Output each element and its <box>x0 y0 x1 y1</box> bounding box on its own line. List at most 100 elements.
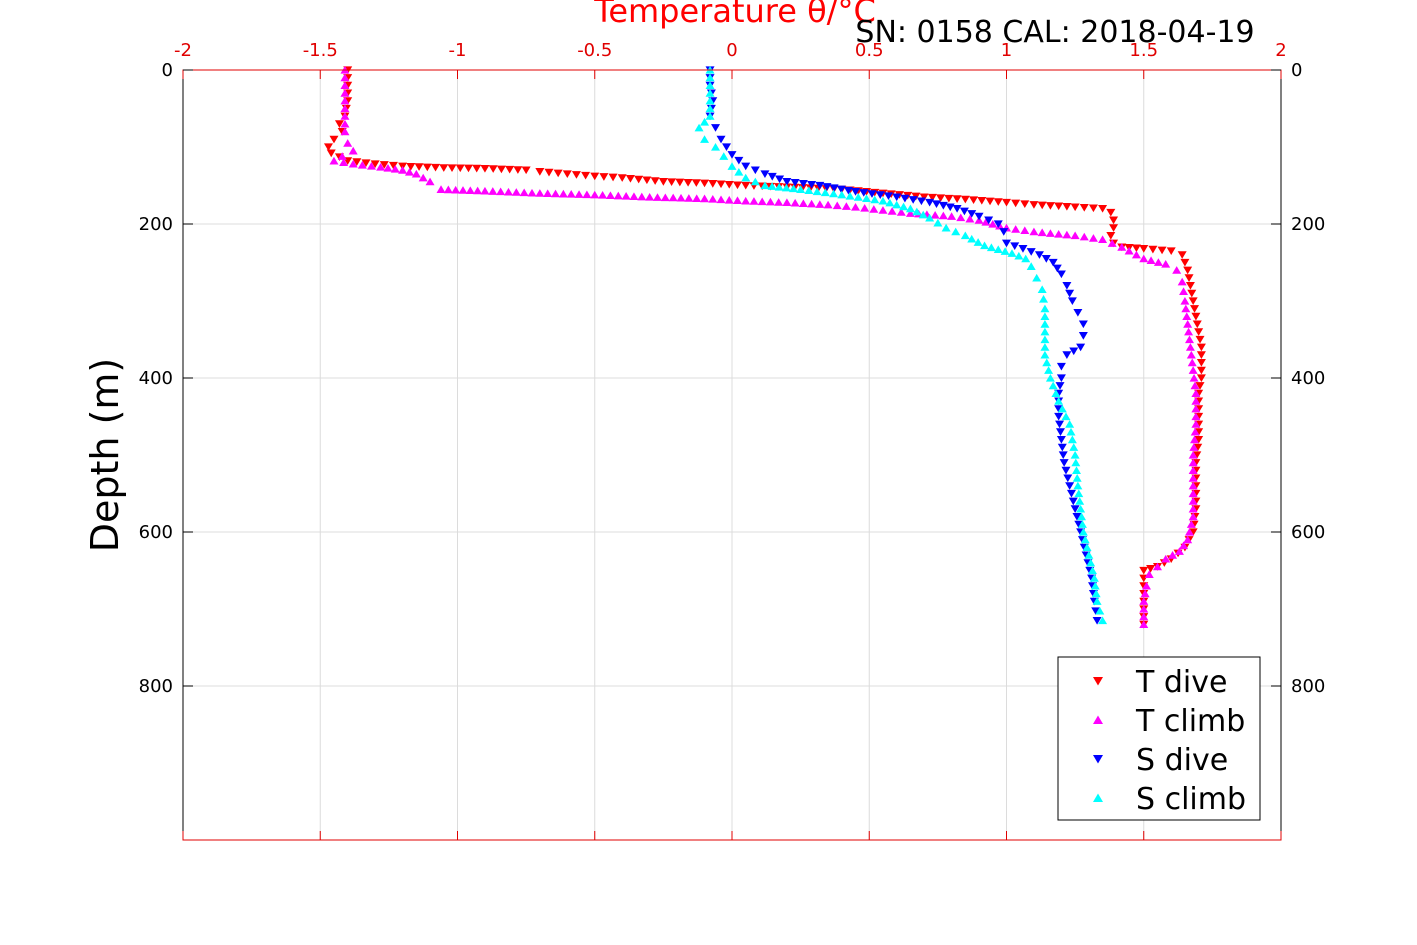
plot-series <box>323 65 1206 629</box>
data-point <box>443 185 453 194</box>
data-point <box>629 192 639 200</box>
data-point <box>869 205 879 213</box>
data-point <box>1059 459 1069 467</box>
data-point <box>581 171 591 180</box>
x-tick-label: 1 <box>1001 40 1012 61</box>
data-point <box>1014 251 1024 260</box>
data-point <box>1188 466 1198 474</box>
data-point <box>1048 258 1058 267</box>
data-point <box>912 207 922 216</box>
legend-label: S climb <box>1136 782 1246 817</box>
data-point <box>660 193 670 202</box>
data-point <box>716 180 726 189</box>
data-point <box>1146 564 1156 573</box>
data-point <box>981 218 991 226</box>
data-point <box>836 185 846 194</box>
data-point <box>1029 201 1039 209</box>
data-point <box>1067 435 1077 444</box>
data-point <box>496 187 506 196</box>
data-point <box>658 178 668 186</box>
data-point <box>1195 382 1205 390</box>
data-point <box>329 135 339 144</box>
data-point <box>885 198 895 207</box>
x-tick-label: 1.5 <box>1129 40 1158 61</box>
data-point <box>1188 512 1198 521</box>
data-point <box>823 200 833 209</box>
data-point <box>1048 381 1058 390</box>
data-point <box>1084 551 1094 559</box>
data-point <box>388 161 398 170</box>
data-point <box>1161 259 1171 268</box>
data-point <box>1070 450 1080 459</box>
data-point <box>952 205 962 213</box>
data-point <box>938 201 948 210</box>
data-point <box>366 161 376 170</box>
data-point <box>960 195 970 204</box>
y-tick-label-right: 600 <box>1291 522 1325 543</box>
data-point <box>1052 264 1062 273</box>
data-point <box>919 193 929 202</box>
legend-marker <box>1093 755 1103 764</box>
data-point <box>947 212 957 220</box>
data-point <box>734 167 744 176</box>
data-point <box>807 180 817 189</box>
data-point <box>812 187 822 196</box>
data-point <box>676 193 686 202</box>
data-point <box>859 189 869 197</box>
data-point <box>1095 606 1105 615</box>
data-point <box>1098 205 1108 213</box>
data-point <box>553 169 563 178</box>
data-point <box>390 165 400 173</box>
data-point <box>1057 443 1067 452</box>
data-point <box>767 172 777 181</box>
data-point <box>340 89 350 97</box>
data-point <box>1040 350 1050 359</box>
data-point <box>1183 266 1193 275</box>
data-point <box>379 161 389 169</box>
data-point <box>1106 231 1116 240</box>
data-point <box>1177 277 1187 286</box>
data-point <box>741 196 751 205</box>
data-point <box>458 186 468 194</box>
data-point <box>851 203 861 211</box>
data-point <box>1040 335 1050 344</box>
data-point <box>544 168 554 177</box>
data-point <box>790 198 800 207</box>
data-point <box>945 203 955 212</box>
data-point <box>1191 404 1201 413</box>
data-point <box>1077 512 1087 521</box>
data-point <box>1075 497 1085 505</box>
data-point <box>455 164 465 173</box>
data-point <box>694 123 704 132</box>
data-point <box>425 177 435 186</box>
data-point <box>340 73 350 82</box>
data-point <box>1141 581 1151 590</box>
data-point <box>1182 312 1192 320</box>
data-point <box>1070 505 1080 513</box>
data-point <box>1196 351 1206 359</box>
data-point <box>705 96 715 105</box>
data-point <box>986 243 996 252</box>
data-point <box>944 194 954 203</box>
data-point <box>829 184 839 193</box>
data-point <box>936 194 946 203</box>
x-tick-label: -0.5 <box>577 40 612 61</box>
x-tick-label: -2 <box>174 40 192 61</box>
data-point <box>965 214 975 223</box>
data-point <box>1070 231 1080 240</box>
data-point <box>1051 389 1061 397</box>
data-point <box>406 162 416 171</box>
data-point <box>1056 362 1066 371</box>
data-point <box>404 167 414 176</box>
data-point <box>1188 297 1198 306</box>
data-point <box>599 173 609 181</box>
data-point <box>1002 239 1011 248</box>
data-point <box>1079 203 1089 212</box>
data-point <box>1185 527 1194 536</box>
data-point <box>652 193 662 201</box>
data-point <box>1195 335 1205 344</box>
data-point <box>1190 435 1200 444</box>
data-point <box>870 195 880 204</box>
data-point <box>1184 274 1194 282</box>
data-point <box>339 158 349 166</box>
